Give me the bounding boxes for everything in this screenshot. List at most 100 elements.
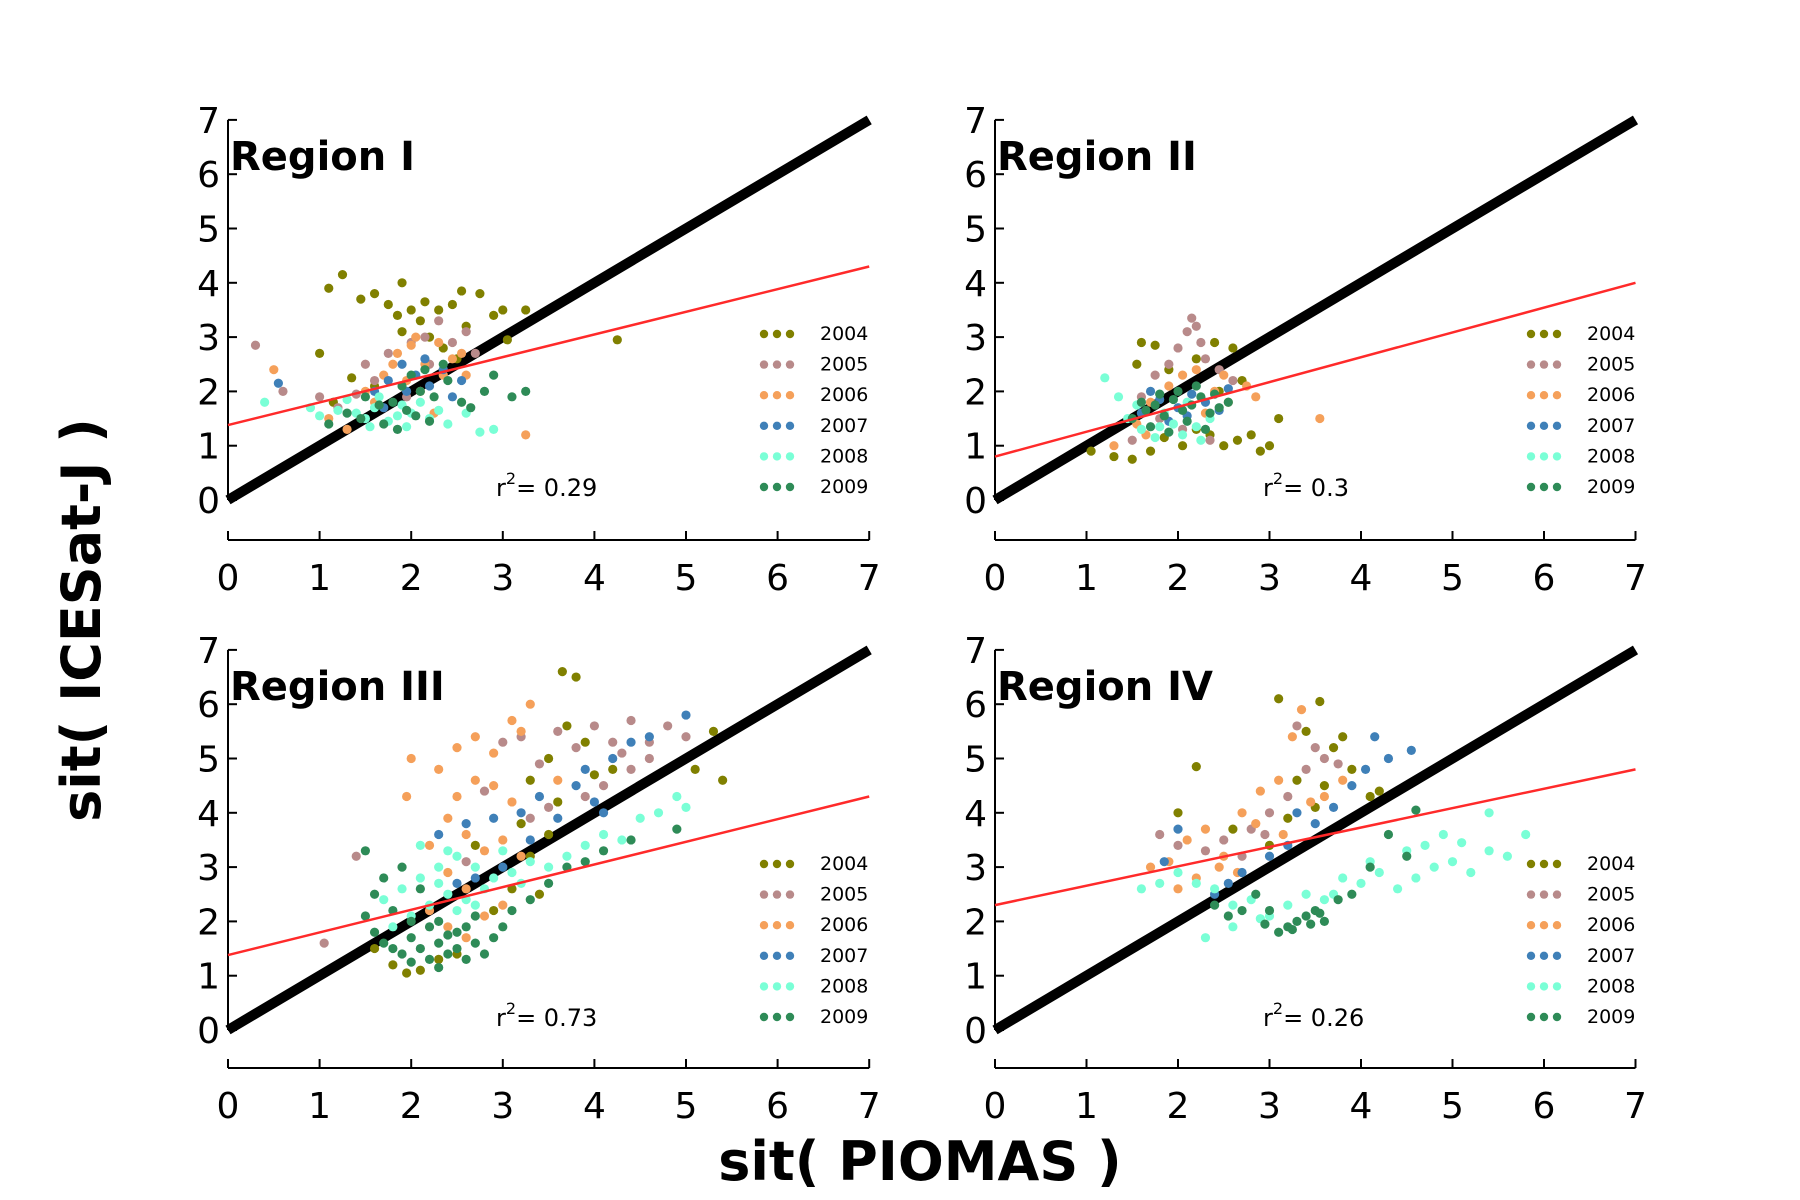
data-point bbox=[718, 775, 728, 785]
legend-label: 2007 bbox=[820, 415, 868, 437]
data-point bbox=[1237, 905, 1247, 916]
data-point bbox=[424, 954, 435, 965]
data-point bbox=[415, 873, 425, 883]
data-point bbox=[360, 359, 370, 369]
r-squared-value: = 0.3 bbox=[1283, 474, 1349, 502]
data-point bbox=[1136, 337, 1146, 348]
data-point bbox=[1200, 354, 1211, 364]
legend-marker bbox=[785, 421, 795, 430]
data-point bbox=[1246, 430, 1256, 440]
r-squared-value: = 0.26 bbox=[1283, 1004, 1364, 1032]
y-tick-label: 6 bbox=[964, 685, 987, 726]
data-point bbox=[443, 922, 453, 932]
data-point bbox=[461, 819, 471, 829]
r-squared-prefix: r bbox=[496, 1004, 506, 1032]
data-point bbox=[406, 370, 416, 380]
data-point bbox=[333, 405, 343, 416]
data-point bbox=[1155, 389, 1165, 399]
data-point bbox=[534, 759, 545, 769]
data-point bbox=[498, 846, 508, 856]
legend: 2004 2005 2006 2007 2008 2009 bbox=[1526, 853, 1635, 1028]
y-axis-label: sit( ICESat-J ) bbox=[50, 418, 113, 822]
data-point bbox=[415, 397, 425, 407]
legend-marker bbox=[759, 391, 769, 400]
data-point bbox=[1219, 370, 1229, 380]
data-point bbox=[452, 905, 462, 916]
data-point bbox=[420, 354, 430, 364]
data-point bbox=[1173, 867, 1183, 878]
data-point bbox=[397, 327, 407, 337]
data-point bbox=[434, 337, 444, 348]
x-tick-label: 5 bbox=[1441, 558, 1464, 599]
data-point bbox=[402, 968, 412, 978]
data-point bbox=[260, 397, 270, 407]
data-point bbox=[379, 895, 389, 905]
data-point bbox=[447, 337, 458, 348]
data-point bbox=[1264, 851, 1275, 861]
legend-marker bbox=[759, 452, 769, 461]
data-point bbox=[653, 808, 664, 818]
data-point bbox=[1264, 441, 1275, 451]
y-tick-label: 1 bbox=[964, 427, 987, 468]
data-point bbox=[626, 737, 636, 747]
data-point bbox=[1274, 927, 1284, 937]
data-point bbox=[1173, 343, 1183, 353]
legend-marker bbox=[772, 1012, 782, 1022]
y-tick-label: 7 bbox=[964, 631, 987, 672]
data-point bbox=[1393, 884, 1403, 894]
data-point bbox=[1347, 781, 1357, 791]
identity-line bbox=[225, 645, 872, 1035]
x-tick-label: 2 bbox=[400, 1086, 423, 1127]
data-point bbox=[1283, 813, 1293, 823]
data-point bbox=[589, 770, 600, 780]
x-tick-label: 7 bbox=[858, 1086, 881, 1127]
data-point bbox=[1484, 846, 1494, 856]
data-point bbox=[1310, 819, 1320, 829]
data-point bbox=[525, 835, 535, 845]
data-point bbox=[1223, 397, 1233, 407]
data-point bbox=[1191, 365, 1201, 375]
legend-label: 2008 bbox=[820, 975, 868, 997]
data-point bbox=[415, 965, 425, 975]
data-point bbox=[562, 862, 572, 872]
legend-label: 2004 bbox=[1587, 323, 1635, 345]
data-point bbox=[1086, 446, 1096, 456]
y-tick-label: 2 bbox=[964, 902, 987, 943]
data-point bbox=[1406, 745, 1416, 755]
data-point bbox=[1347, 764, 1357, 774]
data-point bbox=[1287, 924, 1297, 935]
data-point bbox=[269, 365, 279, 375]
data-point bbox=[608, 737, 618, 747]
r-squared-value: = 0.29 bbox=[516, 474, 597, 502]
y-tick-label: 3 bbox=[964, 848, 987, 889]
data-point bbox=[1402, 851, 1412, 861]
data-point bbox=[1328, 743, 1339, 753]
legend-marker bbox=[772, 982, 782, 991]
data-point bbox=[534, 889, 545, 899]
data-point bbox=[388, 922, 398, 932]
data-point bbox=[507, 392, 517, 402]
data-point bbox=[415, 943, 425, 954]
data-point bbox=[1164, 427, 1174, 437]
data-point bbox=[402, 791, 412, 802]
data-point bbox=[470, 348, 480, 358]
y-tick-label: 5 bbox=[964, 210, 987, 251]
data-point bbox=[571, 743, 581, 753]
series-2004 bbox=[369, 667, 728, 978]
data-point bbox=[434, 305, 444, 315]
data-point bbox=[1383, 829, 1394, 840]
series-2009 bbox=[1127, 381, 1233, 437]
data-point bbox=[1127, 435, 1137, 445]
data-point bbox=[1150, 432, 1160, 443]
legend-label: 2008 bbox=[1587, 975, 1635, 997]
data-point bbox=[470, 911, 480, 921]
data-point bbox=[1301, 726, 1311, 736]
data-point bbox=[553, 726, 563, 736]
data-point bbox=[521, 305, 531, 315]
data-point bbox=[443, 846, 453, 856]
data-point bbox=[392, 310, 403, 320]
r-squared-prefix: r bbox=[496, 474, 506, 502]
data-point bbox=[612, 335, 622, 345]
data-point bbox=[388, 397, 398, 407]
